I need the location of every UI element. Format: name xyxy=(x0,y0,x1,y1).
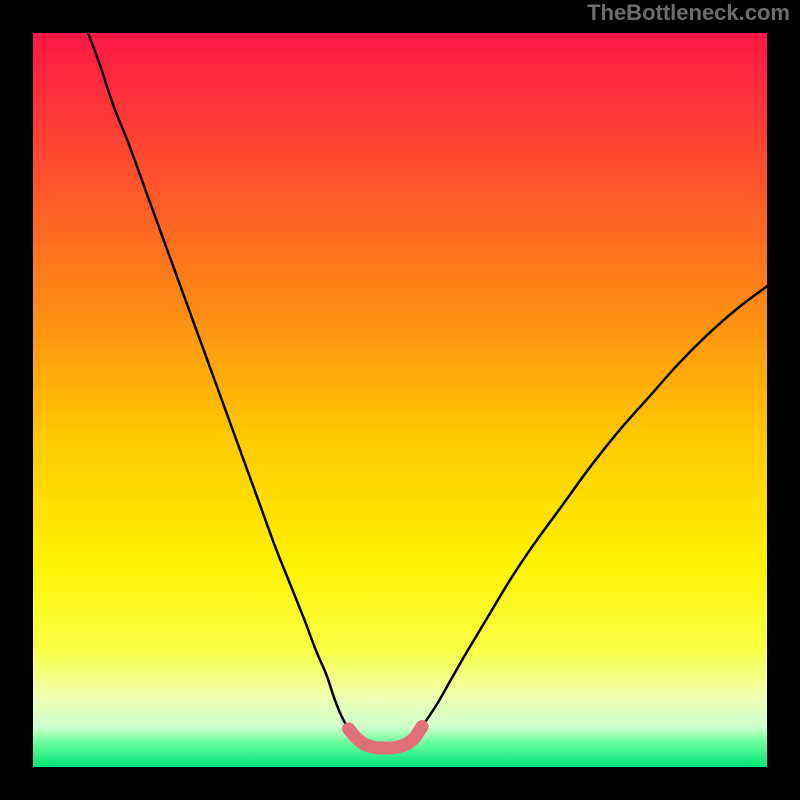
chart-gradient-background xyxy=(33,33,767,767)
bottleneck-chart xyxy=(0,0,800,800)
optimal-range-end-marker xyxy=(416,720,429,733)
chart-stage: TheBottleneck.com xyxy=(0,0,800,800)
optimal-range-start-marker xyxy=(342,722,355,735)
